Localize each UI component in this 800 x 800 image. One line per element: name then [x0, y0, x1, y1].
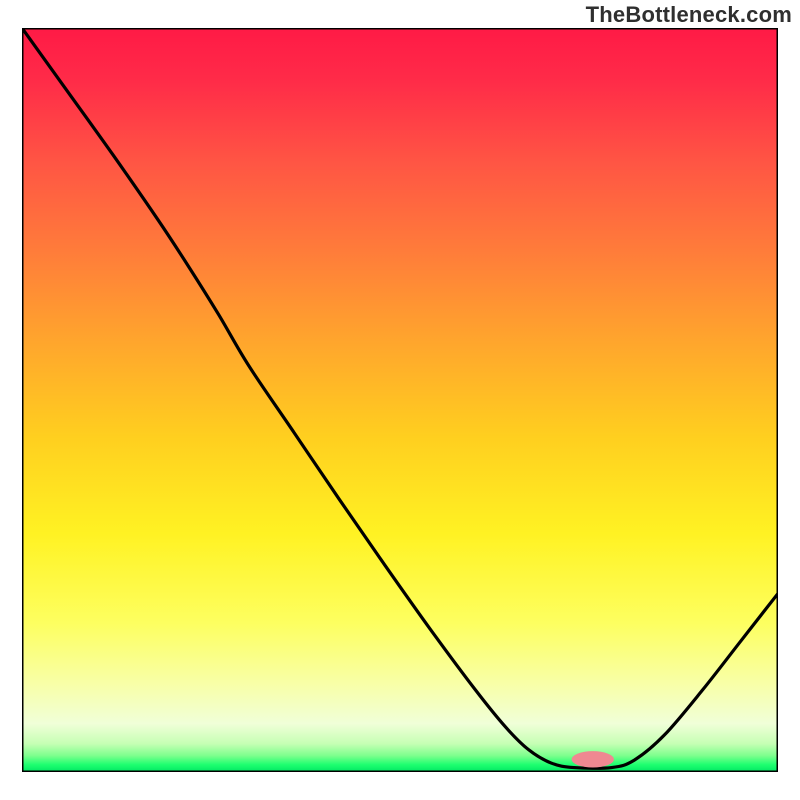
gradient-background [22, 28, 778, 772]
plot-area [22, 28, 778, 772]
bottleneck-curve-chart [0, 0, 800, 800]
watermark-text: TheBottleneck.com [586, 2, 792, 28]
optimal-marker [572, 751, 614, 767]
chart-container: TheBottleneck.com [0, 0, 800, 800]
